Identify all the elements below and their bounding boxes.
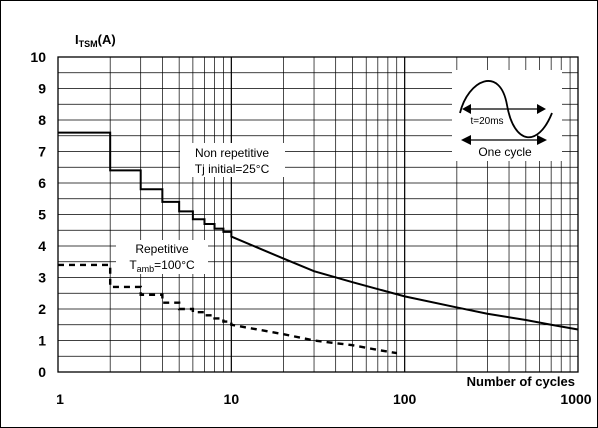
x-tick-label: 1000	[560, 391, 591, 407]
repetitive-label-t: T	[129, 258, 137, 272]
repetitive-label-rest: =100°C	[154, 258, 195, 272]
y-tick-label: 8	[38, 112, 46, 128]
one-cycle-inset: t=20ms One cycle	[452, 70, 562, 161]
repetitive-label-bg	[116, 240, 208, 274]
repetitive-label-sub: amb	[137, 264, 155, 274]
y-tick-label: 5	[38, 207, 46, 223]
y-tick-label: 6	[38, 175, 46, 191]
inset-period-label: t=20ms	[470, 116, 503, 127]
x-tick-label: 1	[56, 391, 64, 407]
inset-caption: One cycle	[478, 145, 532, 159]
y-axis-title-sub: TSM	[79, 39, 98, 49]
y-tick-label: 9	[38, 81, 46, 97]
x-axis-title: Number of cycles	[467, 374, 575, 389]
y-tick-label: 4	[38, 238, 46, 254]
x-tick-label: 100	[393, 391, 417, 407]
inset-caption-bg	[474, 145, 536, 158]
xlabel-bg	[444, 373, 578, 389]
plot-border	[57, 56, 579, 373]
inset-cycle-arrowhead-right	[537, 135, 547, 145]
y-tick-label: 2	[38, 301, 46, 317]
repetitive-label-line2: Tamb=100°C	[129, 258, 195, 274]
y-tick-label: 10	[30, 49, 46, 65]
non-repetitive-label-line1: Non repetitive	[195, 146, 269, 160]
repetitive-label-line1: Repetitive	[135, 242, 189, 256]
series-line-repetitive	[58, 263, 397, 355]
series-line-non-repetitive	[58, 131, 579, 331]
inset-period-arrowhead-left	[462, 104, 471, 114]
x-tick-label: 10	[224, 391, 240, 407]
y-tick-label: 3	[38, 270, 46, 286]
y-axis-title-main: I	[75, 32, 79, 47]
inset-sine-wave	[459, 80, 553, 139]
y-axis-title-unit: (A)	[98, 32, 116, 47]
inset-cycle-arrowhead-left	[461, 135, 471, 145]
non-repetitive-label-line2: Tj initial=25°C	[195, 162, 270, 176]
y-axis-title: ITSM(A)	[75, 32, 116, 49]
y-tick-label: 1	[38, 333, 46, 349]
non-repetitive-label-bg	[180, 143, 285, 177]
inset-period-arrowhead-right	[537, 104, 546, 114]
y-tick-label: 7	[38, 144, 46, 160]
y-tick-label: 0	[38, 364, 46, 380]
